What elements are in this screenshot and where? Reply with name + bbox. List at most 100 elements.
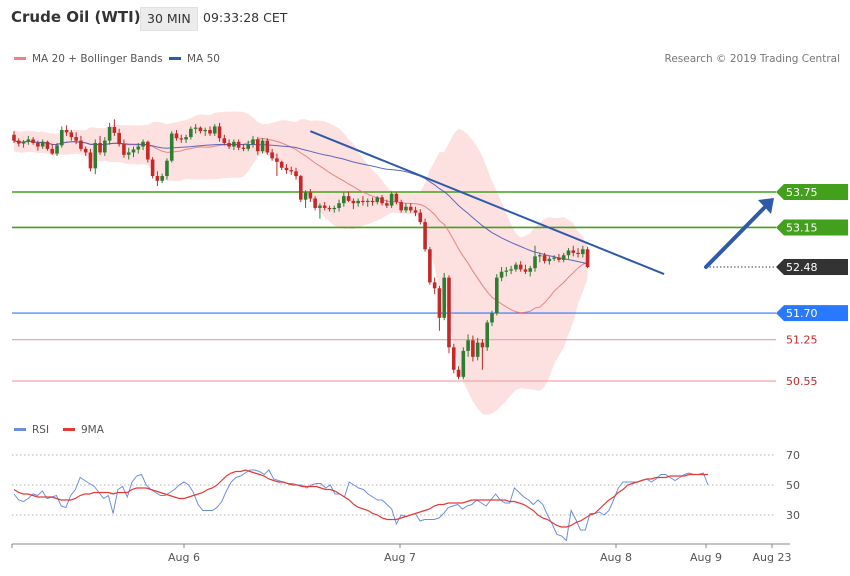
candle xyxy=(428,246,432,285)
rsi-ma-legend-label: 9MA xyxy=(81,424,105,436)
ma20-legend-label: MA 20 + Bollinger Bands xyxy=(32,53,163,65)
candle-body xyxy=(337,203,341,208)
candle xyxy=(270,148,274,161)
candle xyxy=(494,274,499,316)
candle-body xyxy=(21,141,26,144)
ma50-legend-swatch xyxy=(169,57,181,60)
level-label-51.70: 51.70 xyxy=(776,305,848,322)
candle-body xyxy=(26,139,31,142)
interval-selector[interactable]: 30 MIN xyxy=(140,7,198,31)
candle xyxy=(83,146,88,156)
candle xyxy=(55,142,59,156)
candle xyxy=(490,310,494,327)
candle-body xyxy=(93,142,98,169)
candle-body xyxy=(404,206,408,211)
candle-body xyxy=(413,210,418,213)
candle xyxy=(60,126,64,148)
level-label-tag xyxy=(776,184,848,200)
candle xyxy=(356,198,360,207)
candle xyxy=(98,135,102,155)
candle xyxy=(327,205,332,212)
candle xyxy=(112,119,117,136)
rsi-line xyxy=(13,469,709,542)
candle xyxy=(370,197,375,206)
candle-body xyxy=(217,126,222,139)
candle-body xyxy=(327,207,332,210)
candle xyxy=(279,160,284,171)
candle-body xyxy=(322,205,327,208)
candle xyxy=(45,140,50,151)
candle-body xyxy=(408,206,413,211)
candle-body xyxy=(64,129,69,133)
candle-body xyxy=(83,148,88,153)
candle xyxy=(251,135,255,148)
candle-body xyxy=(260,140,265,152)
candle-body xyxy=(270,152,274,159)
candle xyxy=(184,134,188,143)
candle xyxy=(571,245,576,257)
candle xyxy=(471,335,475,362)
candle-body xyxy=(428,249,432,283)
candle-body xyxy=(447,277,451,348)
candle xyxy=(208,126,212,136)
time-tick-label: Aug 8 xyxy=(600,551,632,564)
candle xyxy=(528,265,533,277)
candle xyxy=(394,192,399,205)
candle-body xyxy=(518,264,523,270)
candle-body xyxy=(303,192,308,200)
candle-body xyxy=(241,147,246,149)
candle xyxy=(576,248,580,258)
candle xyxy=(566,248,571,259)
candle xyxy=(141,139,145,151)
candle xyxy=(255,137,260,155)
candle xyxy=(136,142,141,154)
candle xyxy=(36,140,40,151)
candle-body xyxy=(79,140,83,149)
bollinger-band-area xyxy=(14,111,588,415)
level-label-text: 52.48 xyxy=(786,261,818,274)
rsi-tick-30: 30 xyxy=(786,509,800,522)
level-label-tag xyxy=(776,259,848,276)
bollinger-bands xyxy=(14,111,588,415)
candle-body xyxy=(365,200,370,203)
rsi-tick-50: 50 xyxy=(786,479,800,492)
ma20-legend-swatch xyxy=(14,57,26,60)
candle xyxy=(437,285,442,331)
candle xyxy=(509,265,513,275)
candle-body xyxy=(461,350,466,377)
candle-body xyxy=(246,144,251,149)
candle-body xyxy=(289,170,294,172)
candle xyxy=(160,173,164,184)
candle-body xyxy=(198,127,203,132)
candle-body xyxy=(389,193,394,206)
candle-body xyxy=(169,133,174,161)
trend-lines xyxy=(309,130,774,276)
candle-body xyxy=(107,127,112,141)
candle xyxy=(155,171,160,187)
time-tick-label: Aug 7 xyxy=(384,551,416,564)
candle-body xyxy=(184,137,188,140)
rsi-tick-70: 70 xyxy=(786,449,800,462)
candle-body xyxy=(165,160,169,177)
candle xyxy=(294,167,298,180)
candle xyxy=(260,138,265,154)
time-tick-label: Aug 23 xyxy=(753,551,792,564)
candle xyxy=(442,272,446,321)
candle-body xyxy=(466,340,470,351)
candle xyxy=(232,139,236,151)
candle-body xyxy=(174,133,179,139)
downtrend-line xyxy=(309,130,665,276)
candle-body xyxy=(131,149,136,153)
candle xyxy=(538,252,542,263)
candle-body xyxy=(122,144,126,155)
candle xyxy=(64,125,69,136)
candle xyxy=(117,128,121,147)
candle xyxy=(222,134,227,146)
candle-body xyxy=(485,322,490,348)
candle-body xyxy=(418,212,423,223)
candle-body xyxy=(88,152,93,169)
candle xyxy=(380,194,384,206)
candle xyxy=(451,343,456,374)
candle xyxy=(103,137,107,156)
chart-canvas: 53.75 53.15 52.48 51.70 51.25 50.55 MA 20 + B… xyxy=(11,53,848,564)
